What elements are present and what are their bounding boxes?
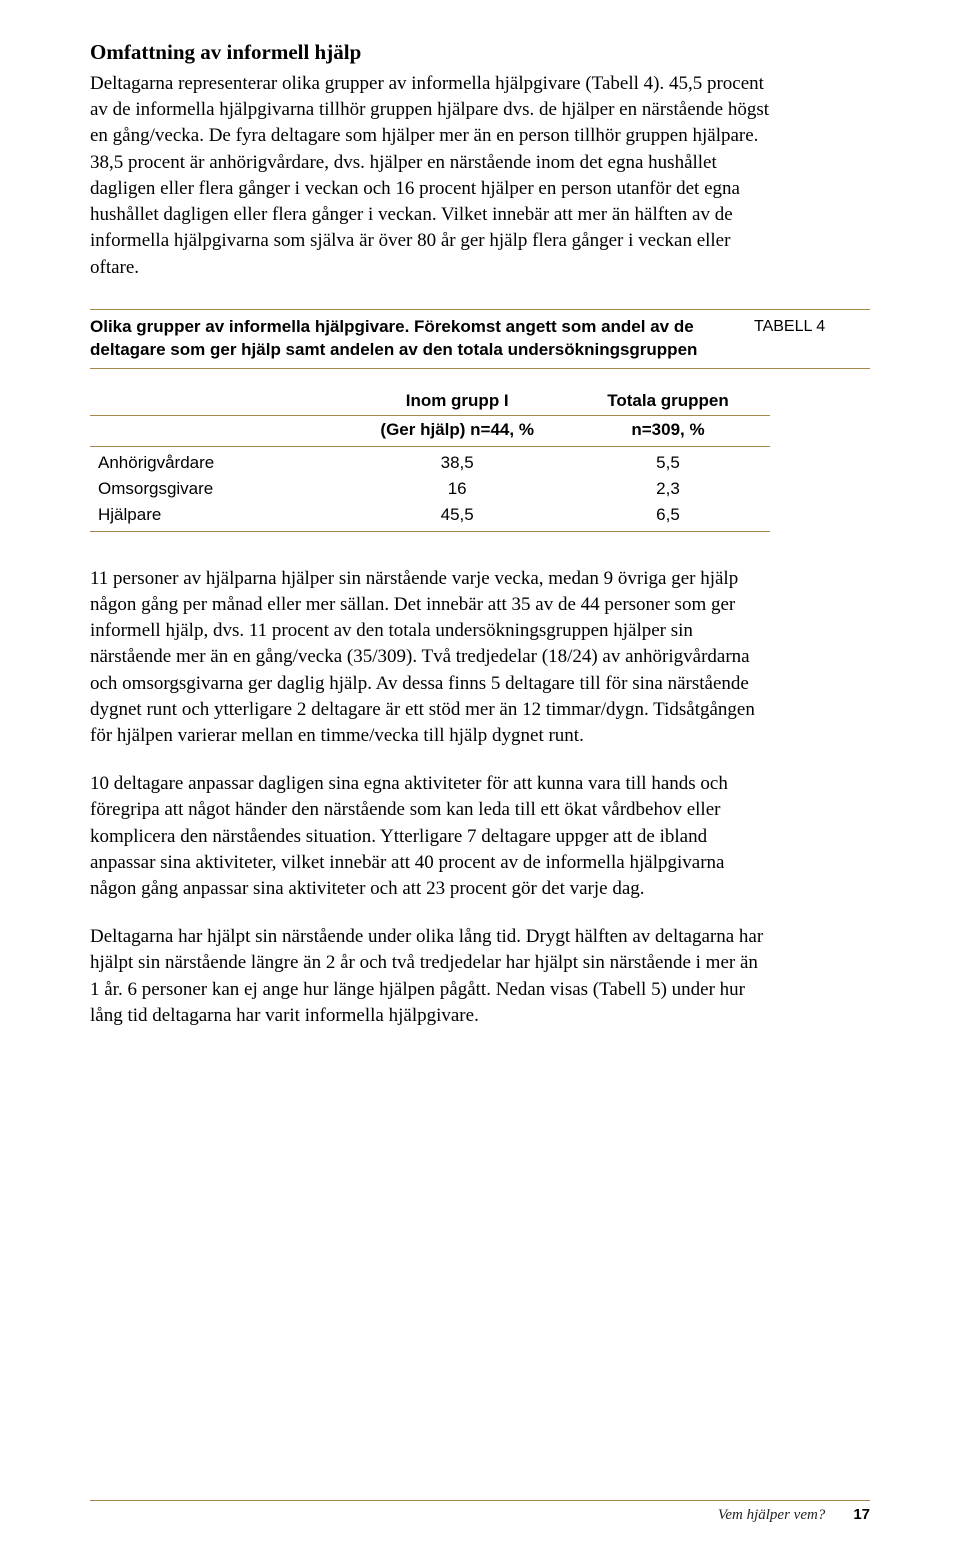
table-4-block: Olika grupper av informella hjälpgivare.…	[90, 309, 870, 532]
paragraph-1: Deltagarna representerar olika grupper a…	[90, 71, 770, 281]
table-header-blank	[90, 387, 348, 416]
table-cell: 38,5	[348, 446, 566, 476]
paragraph-2: 11 personer av hjälparna hjälper sin när…	[90, 566, 770, 750]
table-cell: 16	[348, 476, 566, 502]
table-cell: Anhörigvårdare	[90, 446, 348, 476]
footer-rule	[90, 1500, 870, 1501]
table-label: TABELL 4	[730, 316, 825, 336]
table-header-col2-line1: Inom grupp I	[348, 387, 566, 416]
section-heading: Omfattning av informell hjälp	[90, 40, 870, 65]
table-row: Hjälpare 45,5 6,5	[90, 502, 770, 532]
page-footer: Vem hjälper vem? 17	[90, 1500, 870, 1524]
table-caption: Olika grupper av informella hjälpgivare.…	[90, 316, 730, 362]
paragraph-3: 10 deltagare anpassar dagligen sina egna…	[90, 771, 770, 902]
table-row: Anhörigvårdare 38,5 5,5	[90, 446, 770, 476]
table-4: Inom grupp I Totala gruppen (Ger hjälp) …	[90, 387, 770, 532]
table-row: Omsorgsgivare 16 2,3	[90, 476, 770, 502]
table-cell: Hjälpare	[90, 502, 348, 532]
table-cell: 2,3	[566, 476, 770, 502]
footer-title: Vem hjälper vem?	[718, 1507, 825, 1524]
table-cell: 45,5	[348, 502, 566, 532]
table-header-col2-line2: (Ger hjälp) n=44, %	[348, 415, 566, 446]
table-header-col3-line1: Totala gruppen	[566, 387, 770, 416]
paragraph-4: Deltagarna har hjälpt sin närstående und…	[90, 924, 770, 1029]
table-cell: 6,5	[566, 502, 770, 532]
footer-page-number: 17	[853, 1506, 870, 1523]
table-header-blank2	[90, 415, 348, 446]
table-cell: 5,5	[566, 446, 770, 476]
table-cell: Omsorgsgivare	[90, 476, 348, 502]
table-header-col3-line2: n=309, %	[566, 415, 770, 446]
